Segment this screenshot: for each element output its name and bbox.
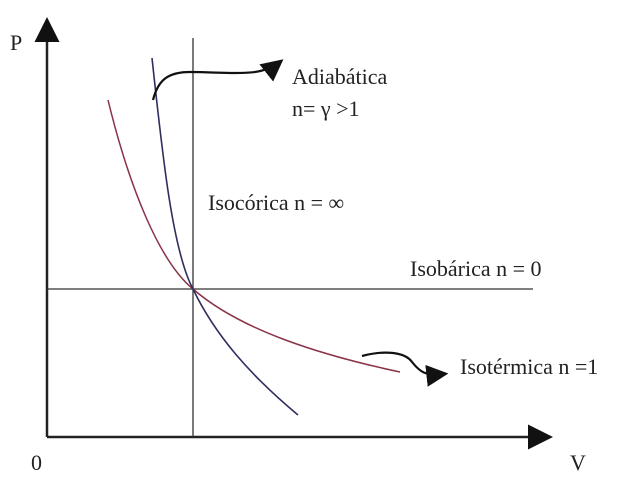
isothermal-curve <box>107 99 401 373</box>
origin-label: 0 <box>31 450 42 475</box>
isobaric-label: Isobárica n = 0 <box>410 256 542 281</box>
isothermal-pointer-arrow <box>361 351 449 387</box>
v-axis-label: V <box>570 450 586 475</box>
isothermal-label: Isotérmica n =1 <box>460 354 598 379</box>
adiabatic-label: Adiabática <box>292 64 388 89</box>
isochoric-label: Isocórica n = ∞ <box>208 190 344 215</box>
p-axis-label: P <box>10 30 22 55</box>
adiabatic-n-label: n= γ >1 <box>292 96 360 121</box>
adiabatic-curve <box>151 57 299 416</box>
adiabatic-pointer-arrow <box>151 59 284 101</box>
